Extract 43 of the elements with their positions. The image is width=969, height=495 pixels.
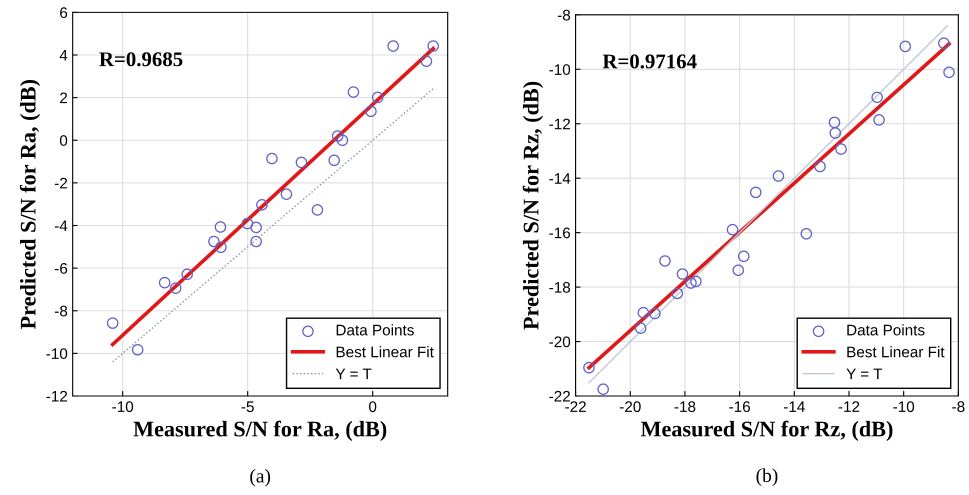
y-tick-label: -10 [549, 64, 570, 75]
text: (b) [756, 468, 778, 486]
y-tick-label: 2 [60, 92, 68, 104]
y-tick-label: 6 [60, 7, 68, 18]
y-tick-label: -8 [558, 10, 570, 21]
legend-label: Data Points [847, 324, 925, 336]
legend-label: Y = T [846, 368, 882, 380]
y-tick-label: -6 [54, 262, 68, 274]
y-tick-label: -4 [54, 220, 68, 232]
x-tick-label: -16 [729, 401, 750, 412]
y-tick-label: -12 [46, 390, 68, 402]
y-tick-label: -14 [549, 173, 570, 184]
y-tick-label: -22 [549, 390, 570, 402]
y-tick-label: 4 [60, 50, 68, 61]
legend-label: Best Linear Fit [336, 346, 434, 358]
y-tick-label: -16 [549, 228, 570, 238]
annotation: R=0.97164 [602, 54, 697, 69]
y-axis-title: Predicted S/N for Rz, (dB) [522, 82, 544, 330]
legend-label: Best Linear Fit [847, 346, 944, 358]
x-tick-label: -10 [893, 401, 914, 412]
y-tick-label: 0 [60, 135, 68, 146]
x-tick-label: -20 [620, 401, 641, 412]
y-tick-label: -18 [549, 282, 570, 293]
x-tick-label: -12 [838, 401, 860, 412]
y-tick-label: -8 [54, 306, 68, 316]
x-axis-title: Measured S/N for Ra, (dB) [133, 420, 386, 442]
y-tick-label: -10 [46, 348, 68, 360]
annotation: R=0.9685 [99, 52, 182, 66]
legend-label: Y = T [336, 368, 372, 380]
x-tick-label: 0 [369, 401, 376, 412]
x-tick-label: -5 [242, 401, 254, 412]
x-tick-label: -10 [112, 401, 134, 412]
y-tick-label: -2 [54, 178, 68, 188]
text: (a) [250, 468, 270, 487]
y-axis-title: Predicted S/N for Ra, (dB) [20, 80, 40, 330]
legend-label: Data Points [336, 324, 414, 336]
x-tick-label: -18 [674, 401, 696, 412]
x-axis-title: Measured S/N for Rz, (dB) [640, 420, 892, 442]
x-tick-label: -14 [784, 401, 805, 412]
x-tick-label: -22 [565, 401, 586, 412]
y-tick-label: -20 [549, 336, 570, 348]
x-tick-label: -8 [952, 401, 964, 412]
y-tick-label: -12 [549, 118, 570, 130]
